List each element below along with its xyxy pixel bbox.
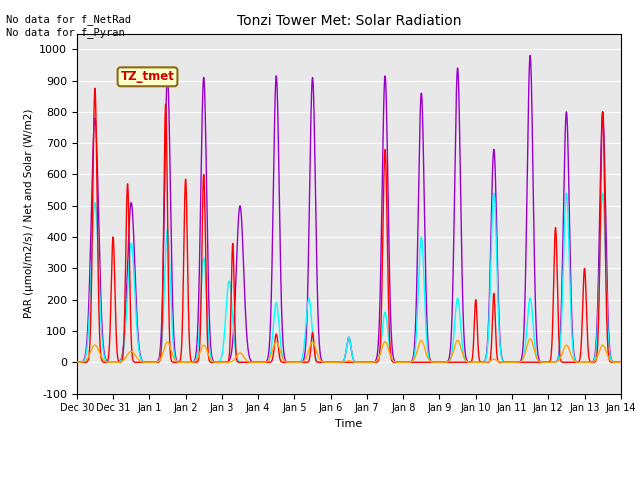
Title: Tonzi Tower Met: Solar Radiation: Tonzi Tower Met: Solar Radiation — [237, 14, 461, 28]
Text: TZ_tmet: TZ_tmet — [120, 70, 175, 84]
Y-axis label: PAR (μmol/m2/s) / Net and Solar (W/m2): PAR (μmol/m2/s) / Net and Solar (W/m2) — [24, 109, 33, 318]
Text: No data for f_NetRad
No data for f_Pyran: No data for f_NetRad No data for f_Pyran — [6, 14, 131, 38]
Legend: Incoming PAR, Reflected PAR, BF5 PAR, Diffuse PAR: Incoming PAR, Reflected PAR, BF5 PAR, Di… — [140, 477, 557, 480]
X-axis label: Time: Time — [335, 419, 362, 429]
